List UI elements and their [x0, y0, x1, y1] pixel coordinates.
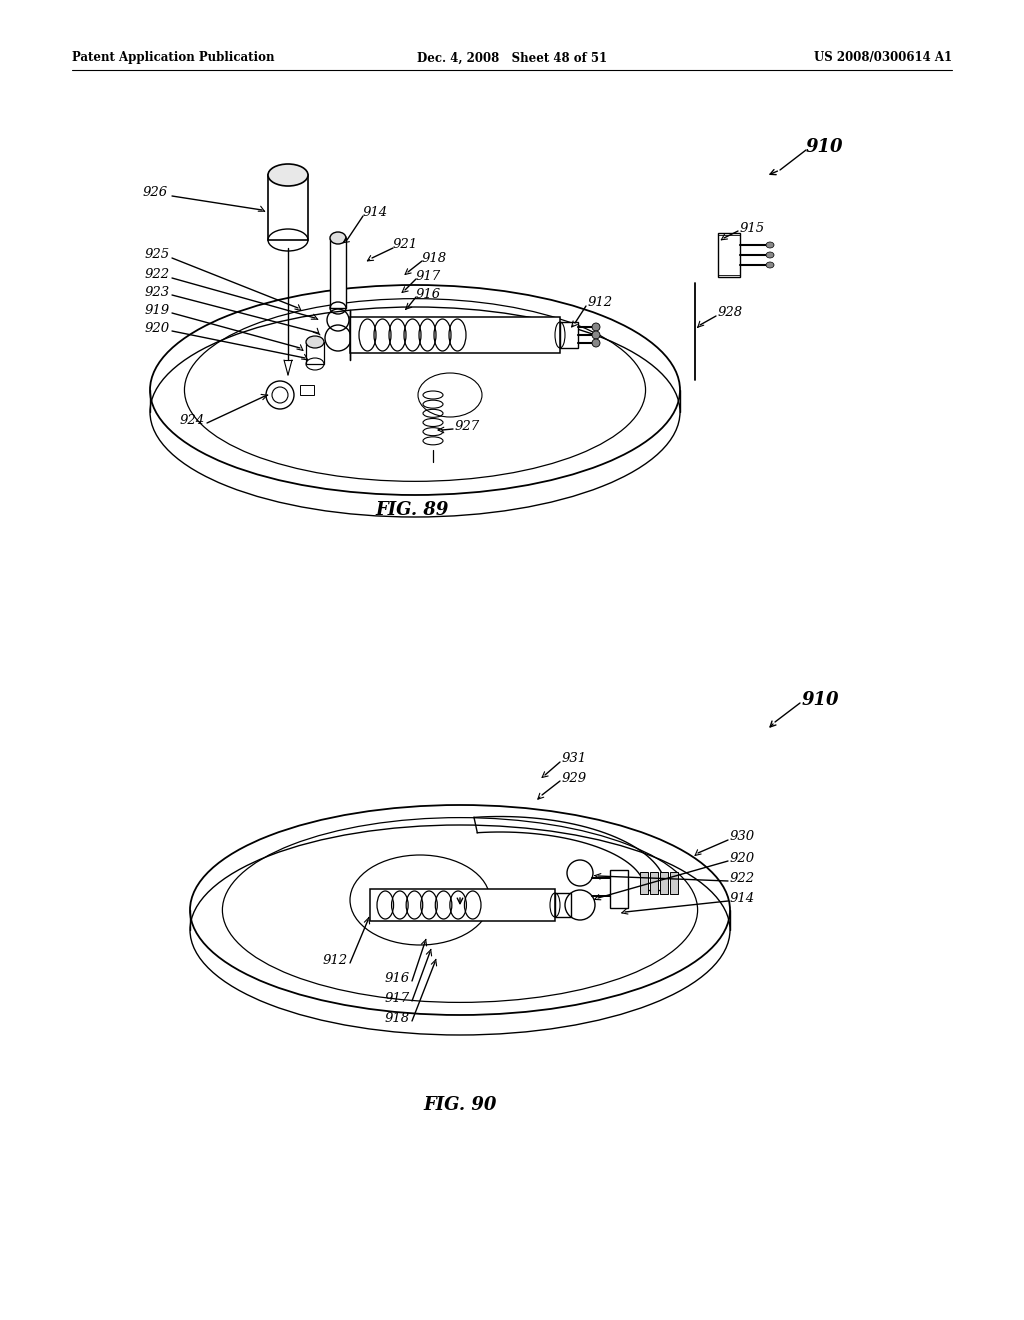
- Text: 919: 919: [144, 304, 170, 317]
- Text: 920: 920: [730, 851, 755, 865]
- Bar: [560, 322, 578, 348]
- Text: 923: 923: [144, 285, 170, 298]
- Bar: [718, 235, 740, 275]
- Bar: [350, 317, 560, 352]
- Text: 917: 917: [416, 269, 441, 282]
- Text: 928: 928: [718, 306, 743, 319]
- Text: 914: 914: [730, 891, 755, 904]
- Text: 929: 929: [562, 771, 587, 784]
- Text: 912: 912: [323, 953, 348, 966]
- Text: 916: 916: [385, 972, 410, 985]
- Bar: [650, 873, 658, 894]
- Bar: [660, 873, 668, 894]
- Text: FIG. 89: FIG. 89: [376, 502, 449, 519]
- Text: 915: 915: [740, 222, 765, 235]
- Ellipse shape: [766, 242, 774, 248]
- Bar: [670, 873, 678, 894]
- Text: 920: 920: [144, 322, 170, 334]
- Ellipse shape: [766, 252, 774, 257]
- Text: 914: 914: [362, 206, 388, 219]
- Text: 912: 912: [588, 297, 613, 309]
- Ellipse shape: [268, 164, 308, 186]
- Ellipse shape: [330, 232, 346, 244]
- Ellipse shape: [306, 337, 324, 348]
- Text: US 2008/0300614 A1: US 2008/0300614 A1: [814, 51, 952, 65]
- Text: FIG. 90: FIG. 90: [423, 1096, 497, 1114]
- Ellipse shape: [592, 331, 600, 339]
- Text: 924: 924: [180, 413, 205, 426]
- Bar: [300, 385, 314, 395]
- Text: 922: 922: [730, 871, 755, 884]
- Text: 910: 910: [806, 139, 844, 156]
- Bar: [370, 888, 555, 921]
- Bar: [306, 342, 324, 364]
- Bar: [268, 176, 308, 240]
- Ellipse shape: [592, 323, 600, 331]
- Bar: [640, 873, 648, 894]
- Text: 921: 921: [393, 239, 418, 252]
- Text: 917: 917: [385, 991, 410, 1005]
- Text: 918: 918: [422, 252, 447, 264]
- Text: 930: 930: [730, 830, 755, 843]
- Bar: [610, 870, 628, 908]
- Text: 916: 916: [416, 288, 441, 301]
- Text: Patent Application Publication: Patent Application Publication: [72, 51, 274, 65]
- Text: 922: 922: [144, 268, 170, 281]
- Text: Dec. 4, 2008   Sheet 48 of 51: Dec. 4, 2008 Sheet 48 of 51: [417, 51, 607, 65]
- Text: 910: 910: [802, 690, 840, 709]
- Text: 927: 927: [455, 420, 480, 433]
- Bar: [718, 234, 740, 277]
- Bar: [330, 238, 346, 308]
- Text: 926: 926: [143, 186, 168, 199]
- Ellipse shape: [592, 339, 600, 347]
- Text: 931: 931: [562, 751, 587, 764]
- Bar: [555, 894, 571, 917]
- Text: 925: 925: [144, 248, 170, 261]
- Text: 918: 918: [385, 1011, 410, 1024]
- Ellipse shape: [766, 261, 774, 268]
